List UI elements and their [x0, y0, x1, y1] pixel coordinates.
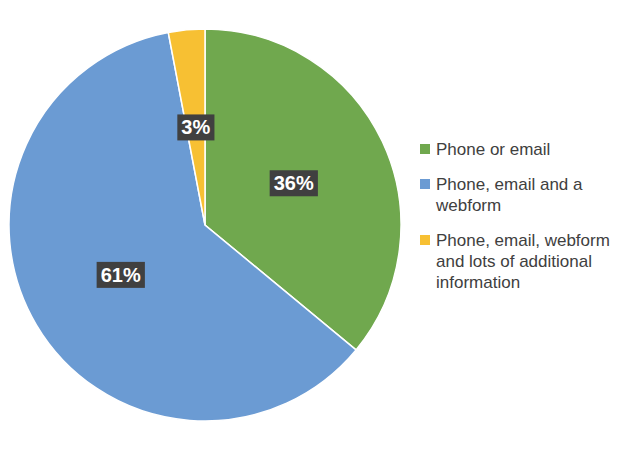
legend-label: Phone, email and a webform: [435, 175, 583, 215]
data-label: 3%: [181, 116, 210, 138]
legend-swatch: [420, 235, 430, 245]
legend-item: Phone or email: [420, 140, 550, 159]
data-label-group: 36%: [270, 170, 318, 196]
legend-label-line: webform: [435, 196, 501, 215]
legend-label-line: Phone or email: [436, 140, 550, 159]
legend-item: Phone, email and a webform: [420, 175, 583, 215]
data-label-box: [97, 262, 145, 288]
legend-label-line: Phone, email, webform: [436, 231, 610, 250]
legend-item: Phone, email, webform and lots of additio…: [420, 231, 610, 292]
data-label: 61%: [101, 264, 141, 286]
legend-label-line: Phone, email and a: [436, 175, 583, 194]
legend-label: Phone, email, webform and lots of additio…: [436, 231, 610, 292]
legend-label: Phone or email: [436, 140, 550, 159]
data-label-box: [270, 170, 318, 196]
data-label: 36%: [274, 172, 314, 194]
chart: 36% 61% 3% Phone or email Phone, email and a…: [0, 0, 624, 452]
data-label-group: 61%: [97, 262, 145, 288]
legend-label-line: information: [436, 273, 520, 292]
legend: Phone or emailPhone, email and awebformP…: [420, 140, 610, 292]
data-label-box: [177, 114, 214, 140]
data-label-group: 3%: [177, 114, 214, 140]
pie: [9, 29, 401, 421]
legend-label-line: and lots of additional: [436, 252, 592, 271]
legend-swatch: [420, 179, 430, 189]
data-labels: 36% 61% 3%: [97, 114, 318, 287]
legend-swatch: [420, 144, 430, 154]
